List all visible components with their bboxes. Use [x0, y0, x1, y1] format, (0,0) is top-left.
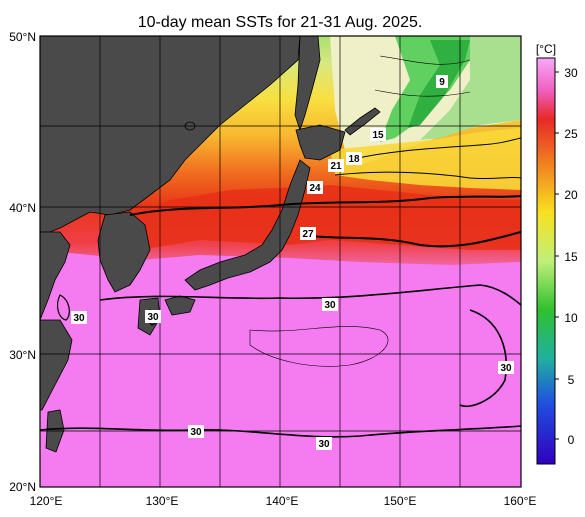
contour-labels: 9 15 18 21 24 27 30 30 30 30 30 30	[71, 75, 514, 450]
colorbar-tick-5: 5	[568, 373, 575, 387]
longitude-labels: 120°E 130°E 140°E 150°E 160°E	[30, 494, 537, 508]
lon-label-130: 130°E	[146, 494, 179, 508]
contour-label-30-e: 30	[188, 425, 204, 438]
svg-text:30: 30	[190, 427, 202, 438]
contour-label-27: 27	[300, 227, 316, 240]
latitude-labels: 50°N 40°N 30°N 20°N	[9, 30, 36, 494]
colorbar-gradient	[536, 57, 556, 465]
lon-label-140: 140°E	[266, 494, 299, 508]
colorbar-tick-20: 20	[564, 188, 578, 202]
contour-label-21: 21	[328, 159, 344, 172]
svg-text:15: 15	[372, 130, 384, 141]
svg-text:30: 30	[324, 300, 336, 311]
map-frame	[39, 35, 522, 488]
lat-label-50: 50°N	[9, 30, 36, 44]
colorbar-tick-25: 25	[564, 127, 578, 141]
contour-label-30-a: 30	[322, 298, 338, 311]
land	[40, 36, 381, 453]
contour-label-30-b: 30	[71, 311, 87, 324]
svg-text:18: 18	[348, 154, 360, 165]
contour-label-30-d: 30	[498, 361, 514, 374]
svg-text:9: 9	[439, 77, 445, 88]
contour-label-24: 24	[307, 181, 323, 194]
lat-label-30: 30°N	[9, 348, 36, 362]
svg-text:27: 27	[302, 229, 314, 240]
contour-label-30-f: 30	[316, 437, 332, 450]
colorbar-tick-10: 10	[564, 311, 578, 325]
svg-text:30: 30	[147, 312, 159, 323]
colorbar-unit: [°C]	[536, 42, 556, 56]
map-title: 10-day mean SSTs for 21-31 Aug. 2025.	[138, 14, 423, 31]
lat-label-20: 20°N	[9, 480, 36, 494]
svg-text:24: 24	[309, 183, 321, 194]
colorbar-tick-15: 15	[564, 250, 578, 264]
colorbar: [°C] 30 25 20 15 10 5 0	[536, 42, 578, 465]
sea-surface	[40, 36, 521, 487]
contour-label-9: 9	[436, 75, 448, 88]
contour-label-15: 15	[370, 128, 386, 141]
lon-label-120: 120°E	[30, 494, 63, 508]
colorbar-tick-0: 0	[568, 433, 575, 447]
svg-text:30: 30	[500, 363, 512, 374]
svg-text:30: 30	[73, 313, 85, 324]
contour-label-30-c: 30	[145, 310, 161, 323]
lon-label-160: 160°E	[504, 494, 537, 508]
svg-text:30: 30	[318, 439, 330, 450]
contour-label-18: 18	[346, 152, 362, 165]
lon-label-150: 150°E	[384, 494, 417, 508]
colorbar-tick-30: 30	[564, 66, 578, 80]
svg-text:21: 21	[330, 161, 342, 172]
lat-label-40: 40°N	[9, 201, 36, 215]
isotherms	[40, 55, 521, 438]
